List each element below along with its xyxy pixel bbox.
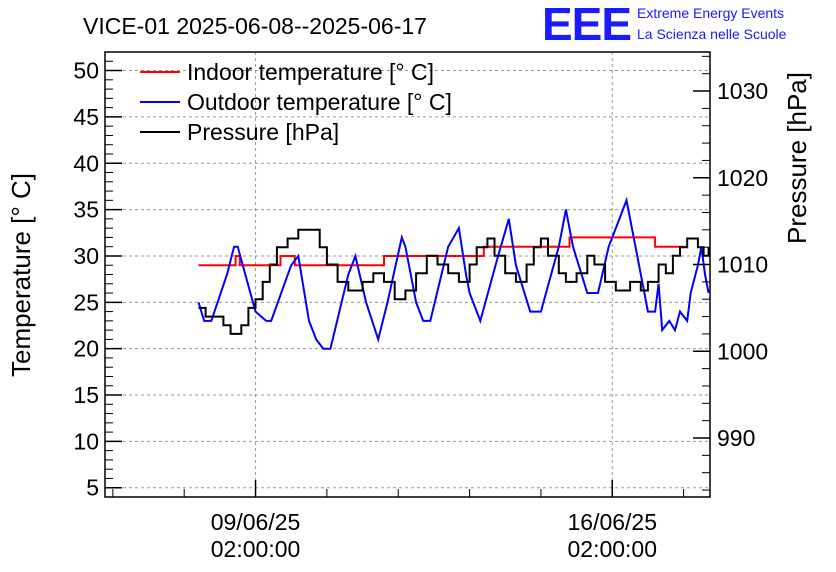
y-tick-label: 10 (73, 428, 99, 454)
y2-axis-title: Pressure [hPa] (782, 72, 812, 244)
y-axis-title: Temperature [° C] (6, 173, 36, 377)
x-tick-label-time: 02:00:00 (567, 536, 657, 562)
legend: Indoor temperature [° C] Outdoor temperat… (140, 59, 452, 145)
x-tick-label-date: 09/06/25 (211, 509, 301, 535)
series-line-1 (197, 196, 710, 350)
series-line-2 (198, 228, 710, 335)
chart-title: VICE-01 2025-06-08--2025-06-17 (83, 13, 427, 39)
y2-tick-label: 990 (717, 425, 755, 451)
x-tick-label-date: 16/06/25 (567, 509, 657, 535)
y-tick-label: 25 (73, 289, 99, 315)
logo-mark: EEE (542, 0, 631, 50)
y-tick-label: 35 (73, 197, 99, 223)
y-tick-label: 15 (73, 382, 99, 408)
series-line-0 (198, 236, 688, 267)
legend-label: Indoor temperature [° C] (187, 59, 434, 85)
y2-tick-label: 1000 (717, 338, 768, 364)
y-tick-label: 50 (73, 58, 99, 84)
y-tick-label: 5 (86, 475, 99, 501)
y-tick-label: 20 (73, 336, 99, 362)
legend-label: Pressure [hPa] (187, 119, 339, 145)
x-tick-label-time: 02:00:00 (211, 536, 301, 562)
org-name: Extreme Energy Events (637, 5, 784, 21)
y2-tick-label: 1010 (717, 252, 768, 278)
eee-logo: EEE Extreme Energy Events La Scienza nel… (542, 0, 787, 50)
y-tick-label: 30 (73, 243, 99, 269)
y2-tick-label: 1020 (717, 165, 768, 191)
axes: 5 10 15 20 25 30 35 40 45 50 990 1000 1010 1020 1030 09… (73, 51, 768, 562)
y2-tick-label: 1030 (717, 78, 768, 104)
y-tick-label: 40 (73, 150, 99, 176)
grid-lines (105, 52, 710, 497)
org-subtitle: La Scienza nelle Scuole (637, 26, 787, 42)
series-lines (197, 196, 710, 350)
y-tick-label: 45 (73, 104, 99, 130)
legend-label: Outdoor temperature [° C] (187, 89, 452, 115)
